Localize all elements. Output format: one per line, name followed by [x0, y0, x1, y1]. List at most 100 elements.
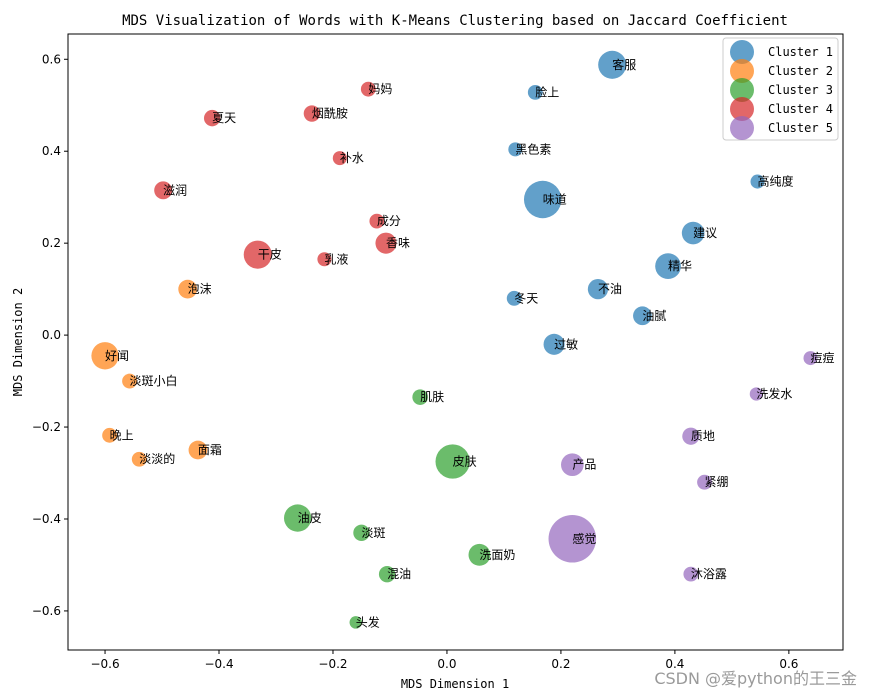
scatter-point: [548, 514, 597, 563]
y-tick-label: 0.2: [42, 236, 61, 250]
scatter-point: [360, 81, 376, 97]
point-label: 洗发水: [756, 386, 792, 401]
point-label: 干皮: [258, 248, 282, 262]
point-label: 味道: [543, 192, 567, 206]
scatter-point: [369, 213, 385, 229]
scatter-point: [527, 84, 543, 100]
y-tick-label: −0.2: [32, 420, 61, 434]
point-label: 妈妈: [368, 82, 392, 96]
point-label: 晚上: [110, 428, 134, 442]
legend-marker: [730, 40, 754, 64]
point-label: 好闻: [105, 349, 129, 363]
scatter-point: [683, 566, 699, 582]
y-tick-label: 0.4: [42, 144, 61, 158]
y-axis-label: MDS Dimension 2: [11, 288, 25, 396]
legend-label: Cluster 2: [768, 64, 833, 78]
scatter-point: [655, 253, 681, 280]
point-label: 油腻: [642, 309, 666, 323]
point-label: 成分: [377, 214, 401, 228]
scatter-point: [131, 451, 147, 467]
point-label: 香味: [386, 236, 410, 250]
scatter-point: [681, 221, 705, 245]
plot-frame: [67, 33, 844, 651]
scatter-point: [284, 504, 312, 532]
scatter-point: [243, 240, 272, 269]
x-tick-label: 0.4: [665, 657, 684, 671]
point-label: 头发: [356, 614, 380, 629]
point-label: 面霜: [198, 443, 222, 457]
x-tick-label: −0.4: [204, 657, 233, 671]
point-label: 冬天: [514, 290, 538, 305]
legend: Cluster 1 Cluster 2 Cluster 3 Cluster 4 Clus…: [722, 37, 839, 141]
scatter-point: [353, 524, 370, 541]
y-tick-label: −0.6: [32, 604, 61, 618]
x-tick-label: 0.6: [779, 657, 798, 671]
scatter-point: [682, 427, 700, 445]
x-tick-label: 0.0: [437, 657, 456, 671]
point-label: 不油: [598, 282, 622, 296]
point-label: 精华: [668, 259, 692, 273]
point-label: 沐浴露: [691, 567, 727, 581]
watermark: CSDN @爱python的王三金: [654, 669, 857, 688]
scatter-point: [598, 50, 627, 79]
scatter-point: [203, 109, 221, 127]
scatter-point: [697, 474, 712, 490]
point-label: 滋润: [163, 183, 187, 197]
legend-label: Cluster 1: [768, 45, 833, 59]
legend-marker: [730, 59, 754, 83]
point-label: 烟酰胺: [312, 107, 348, 121]
scatter-point: [523, 180, 562, 219]
scatter-point: [188, 440, 208, 460]
scatter-point: [375, 232, 397, 254]
x-axis-label: MDS Dimension 1: [401, 677, 509, 691]
point-label: 补水: [340, 151, 364, 165]
axis-ticks: −0.6 −0.4 −0.2 0.0 0.2 0.4 0.6 −0.6 −0.4 −0.2 0.0 0…: [32, 52, 799, 671]
scatter-point: [332, 151, 347, 166]
y-tick-label: 0.0: [42, 328, 61, 342]
point-label: 建议: [693, 226, 717, 240]
scatter-point: [803, 351, 818, 366]
scatter-point: [378, 565, 396, 583]
point-label: 质地: [691, 429, 715, 443]
scatter-point: [508, 142, 523, 157]
legend-marker: [730, 78, 754, 102]
point-label: 痘痘: [811, 350, 835, 365]
scatter-point: [412, 389, 428, 405]
point-label: 客服: [612, 57, 636, 72]
legend-label: Cluster 4: [768, 102, 833, 116]
x-tick-label: 0.2: [551, 657, 570, 671]
point-label: 皮肤: [453, 454, 477, 469]
scatter-point: [750, 174, 765, 189]
scatter-point: [633, 306, 652, 326]
point-label: 产品: [572, 458, 596, 472]
legend-marker: [730, 97, 754, 121]
scatter-point: [587, 278, 609, 300]
point-label: 混油: [387, 567, 411, 581]
point-label: 脸上: [535, 85, 559, 99]
legend-marker: [730, 116, 754, 140]
point-label: 黑色素: [515, 142, 551, 156]
point-label: 淡斑小白: [130, 373, 178, 388]
point-label: 乳液: [324, 251, 348, 266]
point-label: 洗面奶: [479, 548, 515, 562]
scatter-point: [154, 181, 173, 200]
point-label: 泡沫: [188, 282, 212, 296]
scatter-point: [317, 252, 332, 267]
x-tick-label: −0.2: [318, 657, 347, 671]
scatter-point: [506, 290, 522, 306]
point-label: 肌肤: [420, 389, 444, 404]
y-tick-label: 0.6: [42, 52, 61, 66]
legend-label: Cluster 5: [768, 121, 833, 135]
scatter-point: [102, 427, 118, 443]
scatter-point: [178, 279, 198, 299]
point-label: 夏天: [212, 111, 236, 125]
scatter-point: [561, 453, 584, 477]
x-tick-label: −0.6: [90, 657, 119, 671]
scatter-point: [349, 616, 363, 629]
point-label: 淡斑: [361, 526, 385, 540]
chart-title: MDS Visualization of Words with K-Means …: [122, 13, 788, 29]
point-label: 高纯度: [758, 174, 794, 189]
scatter-point: [435, 444, 470, 479]
